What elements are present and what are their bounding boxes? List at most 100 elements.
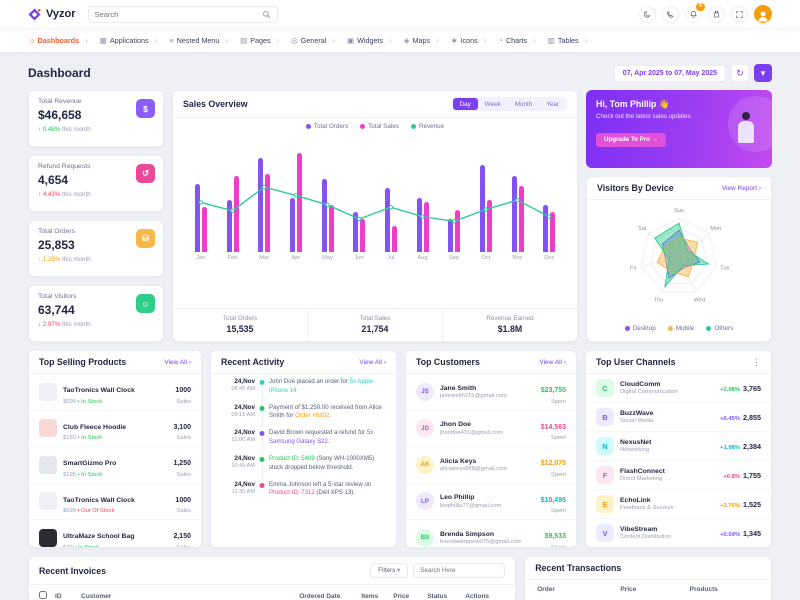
- menu-item-general[interactable]: ◎ General: [287, 33, 339, 48]
- customers-list: JS Jane Smith janesmith215@gmail.com $23,75…: [406, 374, 576, 547]
- brand[interactable]: Vyzor: [28, 7, 76, 21]
- stock-status: Out Of Stock: [78, 508, 115, 514]
- legend-dot: [624, 325, 630, 331]
- promo-greeting: Hi, Tom Phillip 👋: [596, 99, 670, 109]
- invoice-search-input[interactable]: [413, 563, 506, 578]
- product-row: UltraMaze School Bag $29 In Stock 2,150 Sal…: [29, 520, 201, 547]
- menu-item-dashboards[interactable]: ⌂ Dashboards: [26, 33, 92, 48]
- menu-item-maps[interactable]: ◈ Maps: [400, 33, 443, 48]
- bar-total-sales: [391, 226, 397, 252]
- fullscreen-button[interactable]: [731, 5, 748, 23]
- notification-badge: 5: [695, 2, 705, 11]
- user-avatar[interactable]: [754, 5, 772, 23]
- channel-name: NexusNet: [620, 438, 652, 446]
- card-title: Sales Overview: [183, 99, 248, 109]
- date-range-button[interactable]: 07, Apr 2025 to 07, May 2025: [613, 64, 726, 82]
- menu-item-widgets[interactable]: ▣ Widgets: [343, 33, 396, 48]
- activity-link[interactable]: 5x Samsung Galaxy S22: [269, 429, 374, 446]
- customer-email: jhondoe431@gmail.com: [440, 429, 503, 436]
- menu-label: Applications: [109, 36, 149, 45]
- channel-row: V VibeStream Content Distribution +0.09% 1,3…: [586, 519, 771, 547]
- customer-avatar: JS: [416, 382, 434, 401]
- col-id: ID: [55, 592, 62, 600]
- legend-dot: [305, 123, 311, 129]
- bar-total-sales: [486, 200, 492, 252]
- channel-delta: +0.45%: [720, 415, 740, 422]
- legend-dot: [706, 325, 712, 331]
- card-title: Recent Transactions: [535, 563, 622, 573]
- tab-week[interactable]: Week: [478, 98, 508, 110]
- menu-item-nested-menu[interactable]: ≡ Nested Menu: [165, 33, 232, 48]
- menu-item-pages[interactable]: ▤ Pages: [236, 33, 283, 48]
- cart-button[interactable]: [708, 5, 725, 23]
- nested-menu-icon: ≡: [169, 36, 174, 45]
- theme-toggle-button[interactable]: [639, 5, 656, 23]
- top-navbar: Vyzor 5: [0, 0, 800, 28]
- channels-list: C CloudComm Digital Communication +2.98% 3,7…: [586, 374, 771, 547]
- moon-icon: [643, 10, 651, 17]
- channel-value: 1,525: [743, 499, 761, 509]
- activity-item: 24,Nov 08:45 AM John Doe placed an order f…: [211, 374, 396, 402]
- top-customers-card: Top Customers View All JS Jane Smithjanes…: [405, 350, 577, 548]
- product-name: SmartGizmo Pro: [63, 460, 117, 467]
- activity-link[interactable]: 5x Apple iPhone 14: [269, 378, 374, 394]
- more-options-icon[interactable]: ⋮: [752, 356, 761, 367]
- activity-link[interactable]: Order #6202: [295, 412, 330, 420]
- menu-item-charts[interactable]: ◔ Charts: [494, 33, 539, 48]
- tab-year[interactable]: Year: [539, 98, 566, 110]
- customer-name: Leo Phillip: [440, 494, 475, 501]
- customer-row: LP Leo Phillip leophillip77@gmail.com $10,4…: [406, 484, 576, 520]
- product-price: $29: [63, 545, 73, 548]
- menu-item-applications[interactable]: ▦ Applications: [96, 33, 162, 48]
- bar-group: [375, 134, 407, 252]
- menu-label: Tables: [557, 36, 579, 45]
- channel-delta: +3.76%: [720, 502, 740, 509]
- svg-text:Sun: Sun: [674, 208, 684, 214]
- activity-time: 11:30 AM: [231, 488, 255, 495]
- view-report-link[interactable]: View Report: [722, 185, 761, 192]
- search-input[interactable]: [94, 9, 262, 19]
- transactions-table-header: Order Price Products: [525, 580, 771, 599]
- activity-link[interactable]: Product ID: 5409: [269, 454, 315, 462]
- channel-value: 1,345: [743, 528, 761, 538]
- card-title: Recent Activity: [221, 357, 285, 367]
- cloudcomm-icon: C: [596, 379, 614, 397]
- echolink-icon: E: [596, 495, 614, 513]
- bar-total-orders: [289, 197, 295, 252]
- notifications-button[interactable]: 5: [685, 2, 705, 23]
- channel-name: EchoLink: [620, 496, 651, 504]
- bar-total-sales: [423, 202, 429, 252]
- x-axis-tick: Feb: [227, 255, 238, 261]
- product-row: Club Fleece Hoodie $150 In Stock 3,100 Sale…: [29, 411, 201, 447]
- customer-row: JD Jhon Doe jhondoe431@gmail.com $14,563 Spe…: [406, 411, 576, 447]
- activity-link[interactable]: Product ID: 7312: [269, 489, 315, 497]
- menu-item-icons[interactable]: ★ Icons: [447, 33, 491, 48]
- bar-total-sales: [233, 176, 239, 252]
- view-all-link[interactable]: View All: [539, 359, 566, 366]
- upgrade-button[interactable]: Upgrade To Pro →: [596, 132, 666, 147]
- customer-email: aliciakeys888@gmail.com: [440, 466, 508, 472]
- activity-item: 24,Nov 10:45 AM Product ID: 5409 (Sony WH-…: [211, 451, 396, 479]
- filter-dropdown-button[interactable]: ▾: [754, 64, 772, 82]
- search-icon[interactable]: [262, 10, 271, 19]
- refresh-button[interactable]: ↻: [731, 64, 749, 82]
- x-axis-tick: Nov: [512, 255, 523, 261]
- filters-button[interactable]: Filters: [370, 563, 409, 578]
- view-all-link[interactable]: View All: [164, 359, 191, 366]
- tab-day[interactable]: Day: [452, 98, 478, 110]
- bar-total-orders: [384, 188, 390, 252]
- customer-avatar: JD: [416, 419, 434, 438]
- x-axis-tick: Aug: [417, 255, 428, 261]
- select-all-checkbox[interactable]: [39, 591, 47, 599]
- product-image: [39, 492, 57, 511]
- delta-arrow-icon: ↑: [38, 256, 42, 263]
- customer-email: leophillip77@gmail.com: [440, 502, 502, 509]
- view-all-link[interactable]: View All: [359, 359, 386, 366]
- bar-total-sales: [296, 152, 302, 252]
- tab-month[interactable]: Month: [508, 98, 540, 110]
- activity-date: 24,Nov: [234, 480, 255, 488]
- menu-item-tables[interactable]: ▥ Tables: [544, 33, 592, 48]
- widgets-icon: ▣: [347, 36, 355, 45]
- stat-card-total-orders: Total Orders 25,853 ↑ 1.25% this month ⛁: [28, 220, 164, 277]
- call-button[interactable]: [662, 5, 679, 23]
